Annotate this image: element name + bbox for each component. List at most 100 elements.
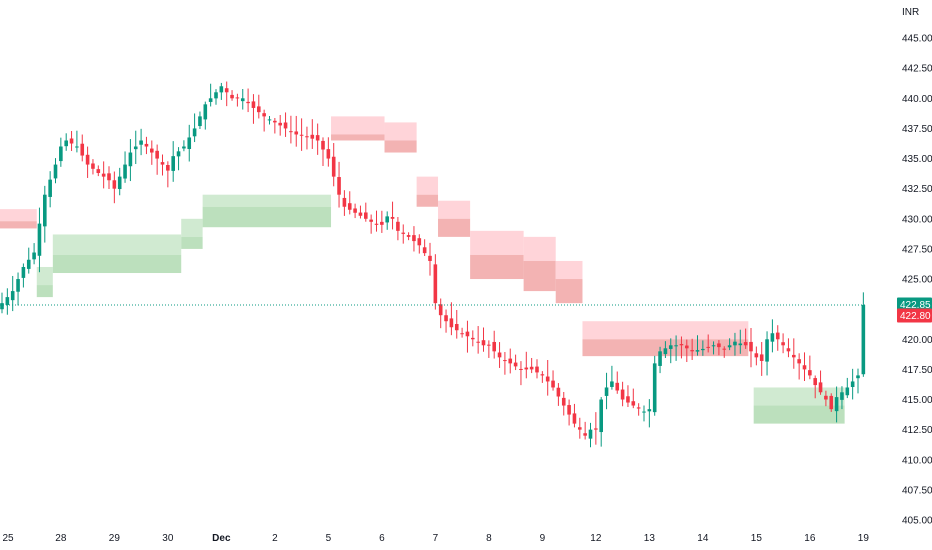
candle-body-61 [326, 149, 331, 159]
candle-123 [658, 346, 662, 374]
candle-120 [642, 405, 646, 422]
band-down-inner-9 [470, 254, 524, 280]
candle-119 [636, 403, 641, 416]
candle-body-26 [139, 140, 143, 145]
candle-body-148 [792, 354, 796, 358]
candle-9 [48, 171, 52, 208]
candle-118 [631, 388, 636, 409]
candle-132 [706, 334, 710, 353]
candle-body-4 [21, 266, 26, 278]
band-down-outer-5 [331, 116, 385, 135]
y-tick-label: 430.00 [902, 214, 932, 225]
x-tick-label: 16 [804, 533, 816, 544]
candle-150 [802, 352, 807, 381]
x-tick-label: 30 [162, 533, 174, 544]
candle-24 [128, 139, 133, 182]
candle-51 [273, 117, 277, 134]
y-tick-label: 427.50 [902, 244, 932, 255]
candle-body-49 [262, 113, 266, 117]
candle-75 [401, 224, 406, 244]
band-down-outer-0 [0, 209, 37, 222]
candle-body-159 [850, 381, 855, 388]
candle-11 [59, 137, 63, 167]
candle-154 [824, 390, 828, 407]
candle-body-9 [48, 179, 52, 197]
candle-20 [107, 166, 111, 189]
candle-105 [561, 391, 566, 416]
candle-76 [406, 232, 411, 241]
candle-46 [246, 88, 250, 113]
candle-84 [449, 302, 454, 336]
candle-67 [358, 205, 363, 219]
candle-body-138 [738, 343, 743, 346]
band-down-inner-6 [384, 140, 417, 153]
band-up-inner-2 [52, 254, 182, 274]
candle-body-42 [224, 88, 229, 93]
candle-12 [64, 133, 68, 151]
candle-143 [765, 331, 769, 376]
band-down-inner-8 [438, 218, 471, 237]
candle-body-38 [203, 104, 208, 120]
candle-body-45 [240, 98, 245, 102]
candle-body-144 [770, 333, 775, 342]
candle-73 [390, 201, 395, 230]
candle-34 [182, 140, 186, 152]
x-tick-label: 13 [644, 533, 656, 544]
y-tick-label: 417.50 [902, 365, 932, 376]
candle-107 [572, 403, 577, 428]
candle-138 [738, 329, 743, 354]
candle-body-99 [529, 366, 534, 370]
candle-body-156 [834, 397, 839, 412]
candle-47 [251, 94, 256, 124]
candle-103 [551, 370, 555, 391]
time-axis[interactable]: 25 28 29 30 Dec 2 5 6 7 8 9 12 13 14 15 16 19 [2, 533, 869, 544]
candle-body-131 [701, 348, 705, 351]
band-up-inner-4 [202, 206, 332, 228]
candle-body-1 [5, 297, 10, 305]
candle-body-105 [561, 397, 566, 406]
candle-65 [347, 191, 352, 215]
candle-body-74 [396, 221, 400, 231]
candle-body-97 [519, 368, 523, 370]
candle-body-83 [444, 315, 448, 322]
candle-body-0 [0, 303, 4, 310]
candle-141 [754, 346, 759, 366]
band-down-outer-8 [438, 200, 471, 219]
candle-body-124 [663, 348, 668, 355]
candle-89 [476, 326, 480, 354]
candle-125 [668, 338, 673, 364]
candle-33 [176, 147, 181, 171]
candle-body-79 [422, 247, 427, 254]
price-tag-bg-1 [897, 308, 932, 323]
candle-body-128 [685, 345, 689, 349]
candle-136 [727, 338, 732, 351]
candle-body-5 [26, 259, 31, 269]
candle-body-112 [599, 399, 603, 433]
candle-80 [428, 242, 432, 276]
candle-body-152 [813, 378, 817, 386]
candle-7 [37, 207, 42, 273]
candle-body-31 [166, 165, 170, 171]
candle-body-106 [567, 405, 571, 415]
candle-102 [545, 359, 550, 396]
candle-body-59 [315, 135, 320, 141]
price-axis[interactable]: INR 405.00 407.50 410.00 412.50 415.00 417.50… [902, 7, 932, 527]
candle-137 [733, 332, 737, 356]
candle-31 [166, 161, 170, 188]
candle-body-53 [283, 122, 288, 129]
candle-body-133 [711, 345, 716, 347]
candle-body-14 [75, 146, 79, 148]
candle-body-146 [781, 342, 785, 346]
candle-body-115 [615, 382, 620, 391]
candle-56 [299, 118, 304, 151]
candle-69 [369, 214, 373, 234]
y-tick-label: 410.00 [902, 455, 932, 466]
candle-body-127 [679, 344, 684, 346]
band-down-outer-11 [555, 260, 583, 280]
candle-6 [32, 243, 36, 265]
candle-body-47 [251, 101, 256, 108]
candle-50 [267, 115, 272, 125]
candle-body-92 [492, 341, 496, 352]
candle-146 [781, 333, 785, 354]
x-tick-label: 19 [858, 533, 870, 544]
